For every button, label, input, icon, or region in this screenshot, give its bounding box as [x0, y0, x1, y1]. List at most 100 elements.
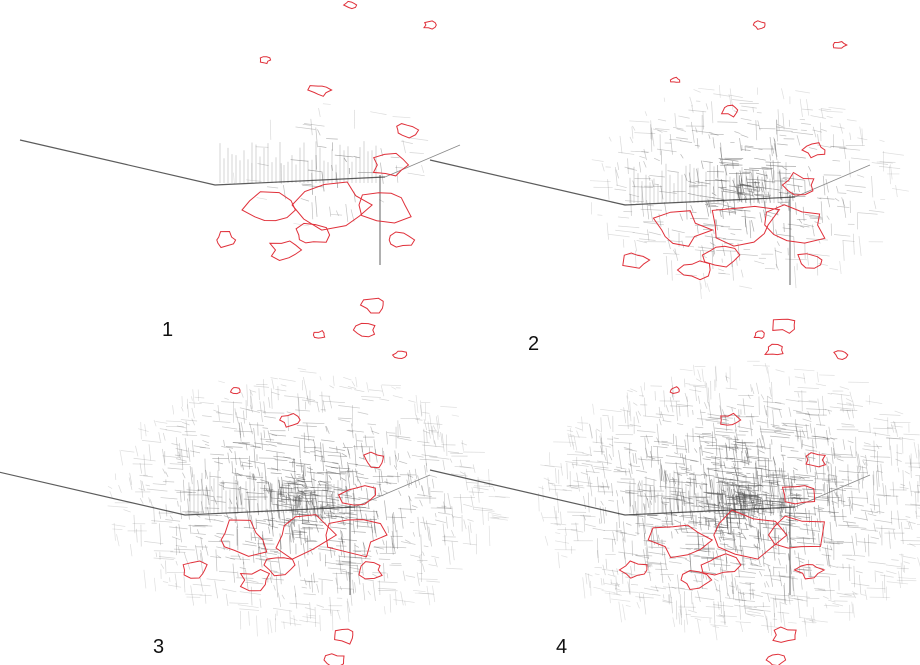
street [306, 559, 308, 567]
street [446, 567, 463, 570]
street [622, 532, 637, 537]
street [724, 496, 745, 499]
street [343, 376, 352, 381]
street [787, 223, 810, 228]
street [459, 459, 462, 467]
street [889, 165, 891, 185]
street [676, 448, 688, 450]
street [153, 419, 157, 427]
street [890, 518, 908, 521]
street [257, 163, 269, 166]
street [793, 368, 815, 372]
street [829, 487, 846, 491]
street [211, 486, 213, 492]
street [699, 440, 716, 443]
street [273, 571, 284, 575]
street [431, 555, 440, 559]
street [260, 438, 275, 441]
street [317, 548, 336, 552]
street [894, 410, 904, 415]
street [740, 109, 748, 112]
street [831, 487, 834, 505]
street [780, 602, 788, 605]
street [355, 505, 370, 509]
street [332, 462, 339, 465]
street [807, 410, 811, 420]
street [216, 412, 233, 416]
street [269, 119, 272, 140]
street [744, 441, 748, 455]
street [430, 475, 438, 478]
street [662, 503, 668, 505]
street [839, 123, 844, 134]
street [735, 545, 739, 554]
street [421, 485, 425, 497]
street [849, 391, 853, 400]
street [852, 503, 864, 507]
street [280, 503, 296, 506]
street [678, 612, 681, 625]
street [372, 573, 378, 578]
street [135, 445, 139, 457]
street [158, 510, 162, 519]
street [733, 441, 747, 445]
street [114, 473, 117, 480]
street [836, 403, 852, 406]
street [271, 570, 278, 572]
street [587, 573, 591, 589]
street [652, 445, 668, 449]
street [615, 575, 618, 595]
street [739, 545, 758, 549]
built-up-outline [323, 653, 345, 665]
street [715, 179, 727, 182]
street [741, 105, 757, 109]
street [676, 423, 684, 426]
street [447, 451, 460, 454]
street [830, 545, 833, 551]
street [770, 597, 787, 601]
street [414, 403, 416, 416]
street [898, 577, 916, 580]
street [253, 473, 255, 492]
street [799, 429, 803, 450]
street [650, 120, 653, 141]
street [367, 423, 377, 426]
street [298, 524, 301, 539]
street [862, 448, 876, 452]
street [749, 445, 771, 450]
street [632, 453, 635, 464]
street [361, 398, 374, 402]
street [795, 424, 810, 427]
street [415, 394, 419, 414]
built-up-outline [833, 350, 849, 361]
street [268, 526, 271, 534]
street [893, 420, 896, 426]
street [646, 498, 650, 508]
street [779, 601, 782, 623]
street [696, 586, 708, 590]
street [832, 602, 844, 607]
street [855, 532, 858, 546]
street [898, 571, 901, 589]
street [262, 427, 269, 429]
street [684, 392, 688, 402]
street [263, 401, 266, 415]
street [828, 111, 843, 113]
street [361, 556, 364, 576]
street [770, 578, 781, 581]
street [728, 94, 743, 98]
street [391, 386, 397, 390]
street [796, 412, 810, 415]
street [239, 608, 260, 611]
street [759, 450, 765, 454]
street [306, 467, 313, 471]
street [896, 567, 909, 570]
street [828, 474, 831, 493]
street [778, 575, 795, 578]
street [732, 261, 734, 281]
street [843, 487, 859, 490]
street [118, 484, 122, 493]
street [629, 136, 634, 144]
map-panel [429, 20, 909, 356]
street [679, 515, 693, 519]
